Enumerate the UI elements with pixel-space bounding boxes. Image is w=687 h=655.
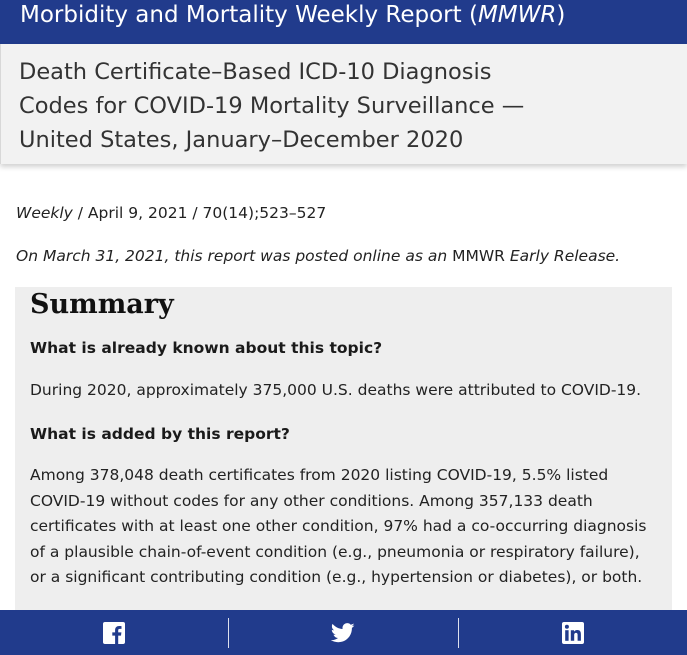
summary-box: Summary What is already known about this… (15, 287, 672, 627)
series-link[interactable]: Weekly (16, 204, 73, 222)
summary-heading: Summary (30, 289, 174, 320)
release-mmwr: MMWR (452, 247, 505, 265)
facebook-share-button[interactable] (0, 610, 228, 655)
twitter-icon (331, 622, 355, 642)
mmwr-banner: Morbidity and Mortality Weekly Report (M… (0, 0, 687, 44)
twitter-share-button[interactable] (229, 610, 457, 655)
release-prefix: On March 31, 2021, this report was poste… (16, 247, 453, 265)
banner-suffix: ) (556, 2, 566, 28)
citation-text: / April 9, 2021 / 70(14);523–527 (72, 204, 327, 222)
summary-answer-2: Among 378,048 death certificates from 20… (30, 466, 647, 586)
citation-line: Weekly / April 9, 2021 / 70(14);523–527 (16, 204, 326, 222)
summary-question-2: What is added by this report? (30, 425, 290, 443)
linkedin-share-button[interactable] (459, 610, 687, 655)
linkedin-icon (561, 621, 584, 644)
summary-answer-1: During 2020, approximately 375,000 U.S. … (30, 381, 642, 399)
banner-text: Morbidity and Mortality Weekly Report ( (20, 2, 478, 28)
article-title-box: Death Certificate–Based ICD-10 Diagnosis… (0, 44, 687, 164)
share-divider (457, 617, 459, 648)
release-suffix: Early Release. (504, 247, 621, 265)
article-title: Death Certificate–Based ICD-10 Diagnosis… (19, 59, 525, 153)
share-divider (228, 617, 230, 648)
facebook-icon (103, 621, 126, 644)
summary-question-1: What is already known about this topic? (30, 339, 383, 357)
early-release-note: On March 31, 2021, this report was poste… (16, 247, 620, 265)
social-share-bar (0, 610, 687, 655)
banner-abbrev: MMWR (477, 2, 557, 28)
